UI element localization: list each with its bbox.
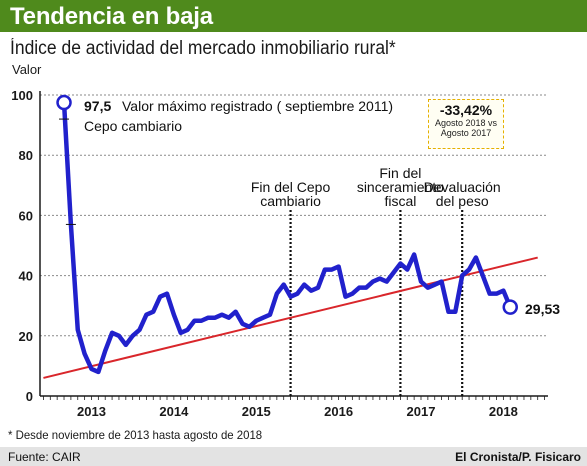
x-tick-2017: 2017 [407,404,436,419]
x-tick-2018: 2018 [489,404,518,419]
y-tick-100: 100 [11,88,33,103]
event-label-1-2: cambiario [260,193,321,209]
credit-text: El Cronista/P. Fisicaro [455,450,581,464]
x-tick-2015: 2015 [242,404,271,419]
title-banner: Tendencia en baja [0,0,587,32]
event-label-2-1: Fin del [379,165,421,181]
y-tick-40: 40 [19,269,33,284]
x-tick-2016: 2016 [324,404,353,419]
y-tick-0: 0 [26,389,33,404]
event-label-2-3: fiscal [384,193,416,209]
callout-note-2: Agosto 2017 [440,128,492,138]
last-point [502,299,518,315]
y-tick-80: 80 [19,148,33,163]
callout-note-1: Agosto 2018 vs [434,118,498,128]
footnote: * Desde noviembre de 2013 hasta agosto d… [8,428,263,442]
source-text: Fuente: CAIR [8,450,81,464]
max-point [56,94,72,111]
event-label-1-1: Fin del Cepo [251,179,331,195]
change-callout: -33,42% Agosto 2018 vs Agosto 2017 [428,99,504,149]
max-text-label: Valor máximo registrado ( septiembre 201… [122,98,393,114]
series-line [61,100,513,375]
y-tick-60: 60 [19,208,33,223]
x-tick-2014: 2014 [159,404,189,419]
y-tick-20: 20 [19,329,33,344]
event-label-2-2: sinceramiento [357,179,444,195]
event-label-3-2: del peso [436,193,489,209]
max-value-label: 97,5 [84,98,111,114]
y-axis-label: Valor [12,62,42,77]
cepo-label: Cepo cambiario [84,118,182,134]
chart-title: Índice de actividad del mercado inmobili… [10,38,396,59]
callout-value: -33,42% [439,102,493,118]
x-tick-2013: 2013 [77,404,106,419]
footer-bar [0,447,587,466]
banner-title: Tendencia en baja [10,3,213,30]
event-label-3-1: Devaluación [424,179,501,195]
last-value-label: 29,53 [525,301,560,317]
trend-line [43,256,538,379]
